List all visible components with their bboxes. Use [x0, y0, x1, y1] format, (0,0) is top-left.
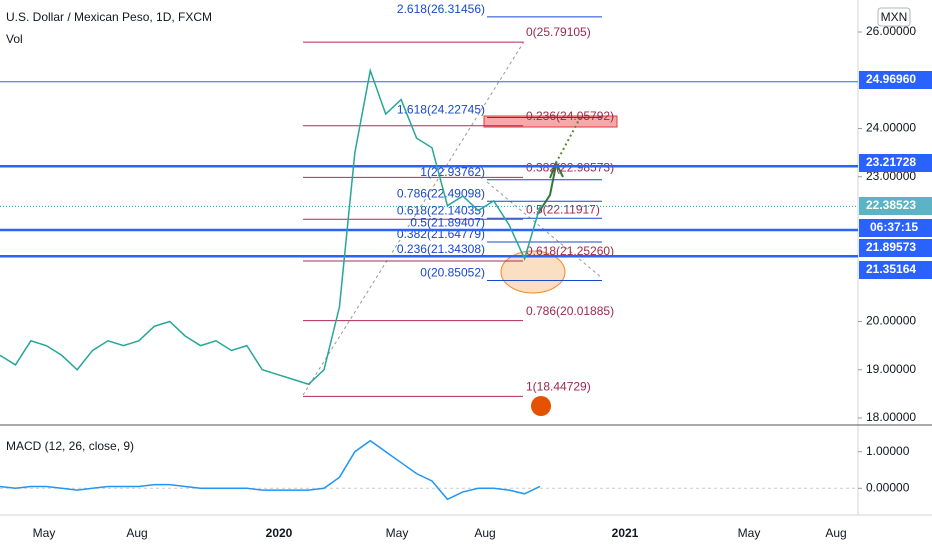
price-label-bg [859, 71, 932, 89]
volume-label: Vol [6, 32, 23, 46]
y-tick-label: 26.00000 [866, 24, 916, 38]
fib-label: 0.5(21.89407) [410, 215, 485, 229]
price-line [0, 67, 541, 386]
macd-line [0, 439, 541, 501]
price-label: 21.35164 [866, 262, 916, 276]
price-label-bg [859, 197, 932, 215]
projection-arrow [555, 117, 581, 164]
x-tick-label: 2021 [612, 526, 639, 540]
y-tick-label: 23.00000 [866, 169, 916, 183]
fib-label: 0.618(21.25260) [526, 244, 614, 258]
x-tick-label: Aug [126, 526, 147, 540]
fib-label: 0.382(22.98573) [526, 161, 614, 175]
fib-label: 1(22.93762) [420, 165, 485, 179]
price-label-bg [859, 154, 932, 172]
y-tick-label: 20.00000 [866, 314, 916, 328]
y-tick-label: 1.00000 [866, 444, 910, 458]
price-label: 22.38523 [866, 198, 916, 212]
target-zone [483, 115, 618, 128]
chart-title: U.S. Dollar / Mexican Peso, 1D, FXCM [6, 10, 212, 24]
countdown-bg [859, 219, 932, 237]
x-tick-label: May [386, 526, 409, 540]
fib-label: 0.5(22.11917) [526, 202, 600, 216]
currency: MXN [881, 10, 908, 24]
macd-title: MACD (12, 26, close, 9) [6, 439, 134, 453]
x-tick-label: Aug [825, 526, 846, 540]
y-tick-label: 19.00000 [866, 362, 916, 376]
fib-label: 2.618(26.31456) [397, 2, 485, 16]
x-tick-label: Aug [474, 526, 495, 540]
fib-label: 1.618(24.22745) [397, 103, 485, 117]
fib-label: 0.786(20.01885) [526, 304, 614, 318]
fib-label: 0.236(21.34308) [397, 242, 485, 256]
x-tick-label: 2020 [266, 526, 293, 540]
projection-arrow [536, 164, 557, 216]
x-tick-label: May [33, 526, 56, 540]
flag-icon [531, 396, 551, 416]
price-label-bg [859, 239, 932, 257]
fib-label: 0(20.85052) [420, 266, 485, 280]
y-tick-label: 0.00000 [866, 480, 910, 494]
y-tick-label: 18.00000 [866, 410, 916, 424]
trend-line [302, 39, 526, 396]
x-tick-label: May [738, 526, 761, 540]
price-label: 23.21728 [866, 155, 916, 169]
y-tick-label: 24.00000 [866, 121, 916, 135]
fib-label: 0.236(24.05792) [526, 109, 614, 123]
price-label-bg [859, 261, 932, 279]
fib-label: 0.786(22.49098) [397, 186, 485, 200]
fib-label: 0(25.79105) [526, 25, 591, 39]
fib-label: 1(18.44729) [526, 380, 591, 394]
price-label: 24.96960 [866, 72, 916, 86]
countdown: 06:37:15 [870, 220, 918, 234]
currency-badge[interactable] [877, 7, 911, 27]
price-label: 21.89573 [866, 240, 916, 254]
